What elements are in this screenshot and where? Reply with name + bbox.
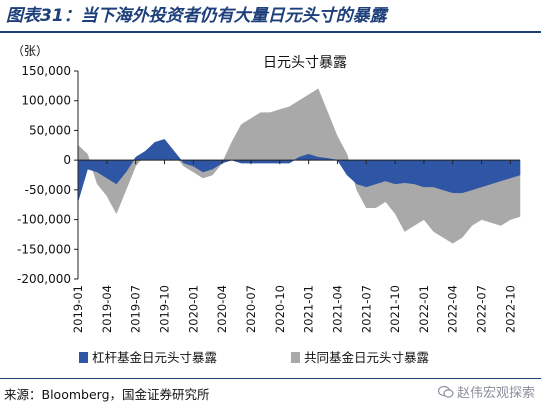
wechat-icon xyxy=(437,385,454,398)
legend-swatch-1 xyxy=(79,352,88,363)
x-tick-label: 2022-10 xyxy=(503,285,517,333)
plot-areas xyxy=(77,88,521,244)
x-tick-label: 2021-10 xyxy=(388,285,402,333)
figure-title: 图表31：当下海外投资者仍有大量日元头寸的暴露 xyxy=(6,6,387,26)
watermark: 赵伟宏观探索 xyxy=(437,382,535,401)
source-note: 来源：Bloomberg，国金证券研究所 xyxy=(4,387,210,402)
x-tick-label: 2020-04 xyxy=(215,285,229,333)
x-tick-label: 2020-07 xyxy=(244,285,258,333)
x-tick-label: 2021-01 xyxy=(302,285,316,333)
y-tick-label: 0 xyxy=(63,153,71,167)
y-tick-label: -200,000 xyxy=(17,272,71,286)
y-tick-label: 150,000 xyxy=(21,64,71,78)
legend-swatch-2 xyxy=(291,352,300,363)
x-tick-label: 2022-04 xyxy=(446,285,460,333)
axes: 150,000 100,000 50,000 0 -50,000 -100,000 -150… xyxy=(17,64,520,333)
y-tick-label: -50,000 xyxy=(25,183,71,197)
x-tick-label: 2019-04 xyxy=(100,285,114,333)
y-tick-label: 100,000 xyxy=(21,94,71,108)
title-rule xyxy=(0,31,541,33)
x-tick-label: 2020-10 xyxy=(273,285,287,333)
y-tick-label: -150,000 xyxy=(17,242,71,256)
y-unit-label: （张） xyxy=(12,44,48,58)
x-tick-label: 2019-10 xyxy=(157,285,171,333)
y-tick-label: -100,000 xyxy=(17,213,71,227)
x-tick-label: 2021-04 xyxy=(330,285,344,333)
x-tick-label: 2022-01 xyxy=(417,285,431,333)
x-tick-label: 2019-07 xyxy=(129,285,143,333)
legend-label-1: 杠杆基金日元头寸暴露 xyxy=(92,350,218,365)
x-tick-label: 2022-07 xyxy=(475,285,489,333)
legend-label-2: 共同基金日元头寸暴露 xyxy=(304,350,430,365)
y-tick-label: 50,000 xyxy=(29,123,71,137)
x-tick-label: 2019-01 xyxy=(71,285,85,333)
watermark-text: 赵伟宏观探索 xyxy=(456,386,535,401)
x-tick-label: 2021-07 xyxy=(359,285,373,333)
x-tick-label: 2020-01 xyxy=(186,285,200,333)
legend: 杠杆基金日元头寸暴露 共同基金日元头寸暴露 xyxy=(79,350,430,365)
chart-title: 日元头寸暴露 xyxy=(263,55,347,71)
chart: 日元头寸暴露 （张） 150,000 100,000 50,000 0 -50,000 -… xyxy=(12,44,521,365)
bottom-rule xyxy=(0,378,541,379)
series-area-1 xyxy=(77,139,521,202)
